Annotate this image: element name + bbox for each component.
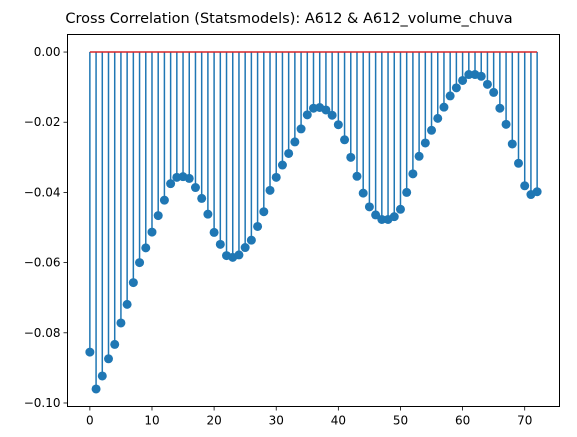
stem-marker-27 [253,222,262,231]
stem-marker-17 [191,183,200,192]
stem-marker-66 [495,104,504,113]
stem-marker-10 [147,228,156,237]
stem-marker-51 [402,188,411,197]
x-axis: 0 10 20 30 40 50 60 70 [86,407,532,428]
y-tick-label-5: −0.10 [24,396,61,410]
stem-marker-68 [508,139,517,148]
stem-marker-40 [334,120,343,129]
stem-marker-34 [297,124,306,133]
stem-marker-56 [433,114,442,123]
stem-marker-35 [303,110,312,119]
y-tick-label-2: −0.04 [24,185,61,199]
x-tick-label-70: 70 [517,414,532,428]
stem-marker-24 [234,250,243,259]
stem-marker-54 [421,138,430,147]
stem-marker-44 [359,189,368,198]
stem-marker-0 [85,348,94,357]
stem-marker-49 [390,212,399,221]
stem-marker-72 [533,187,542,196]
stem-marker-53 [415,152,424,161]
stem-marker-30 [272,173,281,182]
stem-marker-4 [110,340,119,349]
stem-marker-25 [241,243,250,252]
stem-marker-32 [284,149,293,158]
stem-marker-52 [408,169,417,178]
y-tick-label-3: −0.06 [24,256,61,270]
x-tick-label-50: 50 [393,414,408,428]
stem-marker-57 [439,103,448,112]
stem-marker-58 [446,91,455,100]
stem-marker-18 [197,194,206,203]
stem-marker-43 [352,172,361,181]
y-axis: 0.00 −0.02 −0.04 −0.06 −0.08 −0.10 [24,45,68,410]
stem-marker-16 [185,174,194,183]
stem-marker-11 [154,211,163,220]
stem-marker-63 [477,72,486,81]
stem-marker-9 [141,243,150,252]
stem-marker-8 [135,258,144,267]
stem-marker-41 [340,135,349,144]
y-tick-label-1: −0.02 [24,115,61,129]
stem-marker-1 [92,384,101,393]
stem-marker-28 [259,207,268,216]
stem-marker-26 [247,236,256,245]
stem-marker-20 [210,228,219,237]
stem-marker-12 [160,196,169,205]
stem-marker-2 [98,371,107,380]
y-tick-label-4: −0.08 [24,326,61,340]
stem-marker-33 [290,137,299,146]
x-tick-label-20: 20 [206,414,221,428]
stem-marker-39 [328,111,337,120]
stem-marker-67 [502,120,511,129]
stem-marker-70 [520,181,529,190]
stem-marker-65 [489,88,498,97]
stem-marker-5 [116,318,125,327]
stem-marker-7 [129,278,138,287]
stem-marker-64 [483,80,492,89]
x-tick-label-0: 0 [86,414,94,428]
stem-marker-55 [427,126,436,135]
stem-marker-42 [346,153,355,162]
x-tick-label-40: 40 [331,414,346,428]
stem-marker-29 [266,186,275,195]
plot-area [85,52,541,393]
stem-marker-31 [278,161,287,170]
stem-marker-45 [365,202,374,211]
y-tick-label-0: 0.00 [34,45,61,59]
stem-marker-21 [216,240,225,249]
stem-marker-19 [203,210,212,219]
x-tick-label-60: 60 [455,414,470,428]
stem-marker-59 [452,83,461,92]
stem-marker-3 [104,354,113,363]
x-tick-label-30: 30 [269,414,284,428]
stem-marker-50 [396,205,405,214]
chart-title: Cross Correlation (Statsmodels): A612 & … [65,11,512,27]
stem-marker-6 [123,300,132,309]
stem-marker-69 [514,159,523,168]
x-tick-label-10: 10 [144,414,159,428]
